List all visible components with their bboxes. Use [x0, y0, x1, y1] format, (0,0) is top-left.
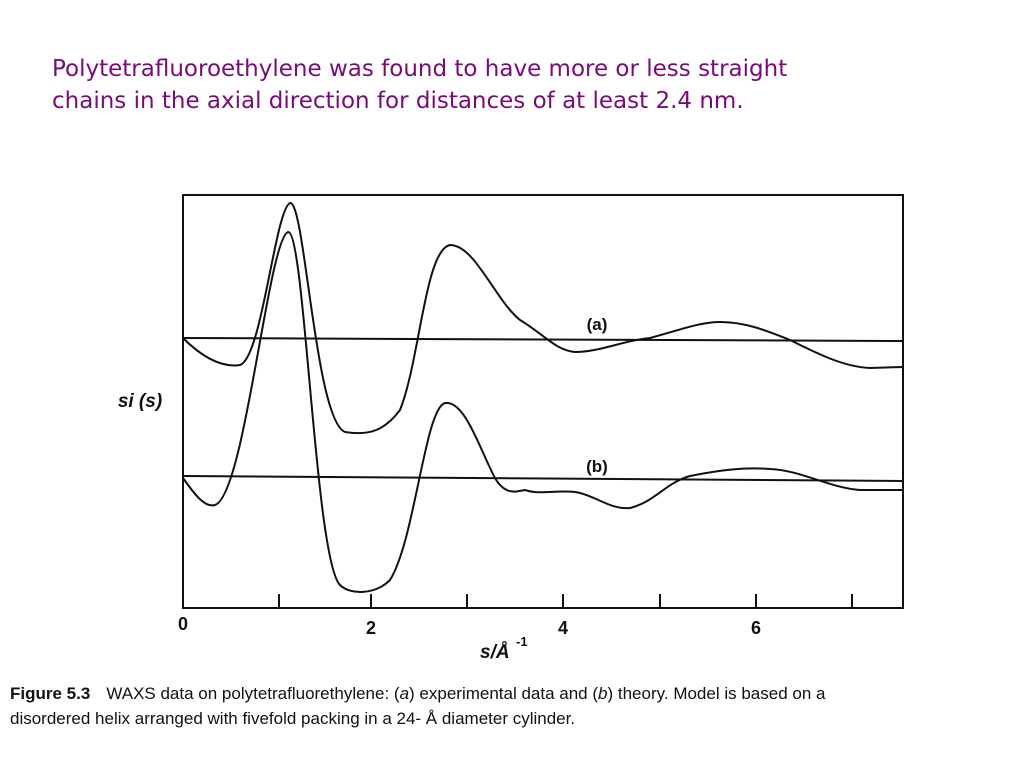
curve-label: (b) — [586, 457, 608, 476]
curve-b — [182, 230, 903, 593]
y-axis-label: si (s) — [118, 391, 162, 412]
x-tick-label: 0 — [178, 614, 188, 634]
baseline-b — [182, 475, 904, 482]
caption-text: b — [598, 684, 607, 703]
baseline-a — [182, 337, 904, 342]
caption-text: ) theory. Model is based on a — [608, 684, 827, 703]
x-tick-label: 2 — [366, 618, 376, 638]
figure-number: Figure 5.3 — [10, 684, 90, 703]
caption-text: a — [400, 684, 409, 703]
plot-frame — [182, 194, 904, 609]
curve-label: (a) — [587, 315, 608, 334]
x-axis-exponent: -1 — [516, 634, 528, 649]
caption-line: Figure 5.3 WAXS data on polytetrafluoreth… — [10, 684, 826, 703]
caption-text: ) experimental data and ( — [409, 684, 598, 703]
title-line: Polytetrafluoroethylene was found to hav… — [52, 56, 787, 82]
x-tick-label: 4 — [558, 618, 568, 638]
x-ticks — [278, 594, 853, 608]
caption-line: disordered helix arranged with fivefold … — [10, 709, 575, 728]
figure: (a) (b) si (s) 0 2 4 6 s/Å -1 — [118, 194, 904, 663]
title-line: chains in the axial direction for distan… — [52, 88, 744, 114]
curve-a — [182, 201, 904, 435]
x-tick-label: 6 — [751, 618, 761, 638]
caption-text: WAXS data on polytetrafluorethylene: ( — [106, 684, 400, 703]
x-axis-label: s/Å — [480, 642, 510, 663]
